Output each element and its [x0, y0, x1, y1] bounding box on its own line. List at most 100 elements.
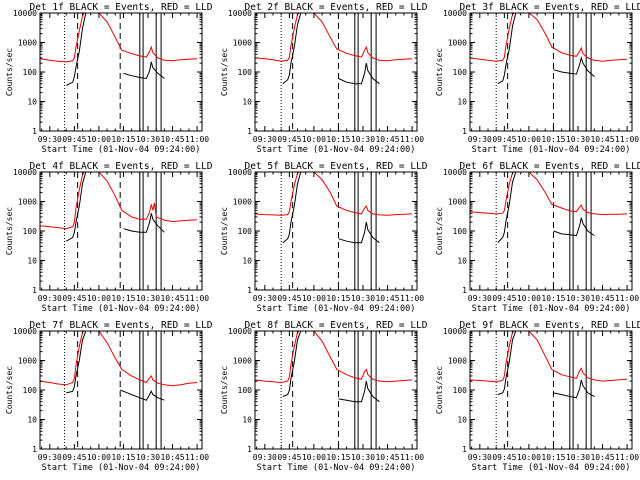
- detector-panel: Det 6f BLACK = Events, RED = LLD 1 10 100 10…: [435, 161, 640, 314]
- y-tick-label: 100: [238, 227, 253, 236]
- events-series-line: [338, 221, 380, 244]
- plot-frame: [469, 330, 633, 450]
- y-tick-label: 10000: [443, 9, 467, 18]
- plot-frame: [469, 171, 633, 291]
- y-tick-label: 1: [32, 127, 37, 136]
- y-axis-label: Counts/sec: [435, 366, 444, 414]
- x-tick-label: 09:30: [38, 135, 62, 144]
- y-tick-label: 1000: [18, 198, 37, 207]
- x-tick-label: 10:30: [136, 135, 160, 144]
- x-tick-label: 10:15: [111, 294, 135, 303]
- y-axis-label: Counts/sec: [435, 48, 444, 96]
- x-tick-label: 10:15: [541, 453, 565, 462]
- detector-panel: Det 7f BLACK = Events, RED = LLD 1 10 100 10…: [5, 320, 213, 473]
- x-tick-label: 10:15: [326, 294, 350, 303]
- panel-title: Det 4f BLACK = Events, RED = LLD: [29, 161, 212, 172]
- y-axis-label: Counts/sec: [220, 48, 229, 96]
- events-series-line: [66, 330, 87, 394]
- lld-series-line: [39, 171, 198, 230]
- y-axis-label: Counts/sec: [220, 366, 229, 414]
- y-tick-label: 1: [462, 127, 467, 136]
- x-tick-label: 09:45: [277, 294, 301, 303]
- y-tick-label: 1: [32, 445, 37, 454]
- y-tick-label: 1: [462, 445, 467, 454]
- plot-frame: [469, 12, 633, 132]
- panel-title: Det 6f BLACK = Events, RED = LLD: [459, 161, 640, 172]
- x-tick-label: 10:30: [566, 294, 590, 303]
- x-axis-label: Start Time (01-Nov-04 09:24:00): [472, 145, 631, 155]
- x-tick-label: 10:45: [160, 294, 184, 303]
- plot-frame: [39, 171, 203, 291]
- x-axis-label: Start Time (01-Nov-04 09:24:00): [472, 304, 631, 314]
- x-tick-label: 10:30: [351, 294, 375, 303]
- lld-series-line: [469, 171, 628, 216]
- events-series-line: [120, 389, 165, 401]
- y-tick-label: 1: [247, 286, 252, 295]
- panel-title: Det 2f BLACK = Events, RED = LLD: [244, 2, 427, 13]
- y-tick-label: 100: [23, 386, 38, 395]
- y-tick-label: 1000: [18, 39, 37, 48]
- x-tick-label: 09:30: [38, 453, 62, 462]
- x-tick-label: 10:15: [541, 294, 565, 303]
- panel-title: Det 7f BLACK = Events, RED = LLD: [29, 320, 212, 331]
- panel-title: Det 8f BLACK = Events, RED = LLD: [244, 320, 427, 331]
- x-tick-label: 10:30: [566, 453, 590, 462]
- x-tick-label: 10:00: [517, 294, 541, 303]
- y-tick-label: 1: [32, 286, 37, 295]
- y-tick-label: 100: [453, 386, 468, 395]
- plot-frame: [39, 12, 203, 132]
- events-series-line: [338, 380, 380, 403]
- x-tick-label: 10:00: [302, 294, 326, 303]
- x-tick-label: 10:30: [136, 453, 160, 462]
- x-tick-label: 09:30: [468, 453, 492, 462]
- x-tick-label: 11:00: [615, 294, 639, 303]
- y-tick-label: 10: [457, 98, 467, 107]
- y-tick-label: 1: [247, 445, 252, 454]
- events-series-line: [497, 330, 517, 396]
- lld-series-line: [469, 12, 628, 62]
- y-tick-label: 100: [23, 227, 38, 236]
- events-series-line: [65, 171, 87, 242]
- detector-panel: Det 4f BLACK = Events, RED = LLD 1 10 100 10…: [5, 161, 213, 314]
- lld-series-line: [469, 330, 628, 383]
- y-tick-label: 100: [238, 386, 253, 395]
- events-series-line: [65, 12, 87, 86]
- x-tick-label: 10:00: [517, 453, 541, 462]
- x-tick-label: 09:45: [492, 294, 516, 303]
- x-tick-label: 09:45: [277, 135, 301, 144]
- x-axis-label: Start Time (01-Nov-04 09:24:00): [257, 463, 416, 473]
- y-tick-label: 1000: [233, 39, 252, 48]
- x-tick-label: 09:45: [62, 453, 86, 462]
- detector-panel: Det 8f BLACK = Events, RED = LLD 1 10 100 10…: [220, 320, 428, 473]
- y-tick-label: 10000: [13, 9, 37, 18]
- x-tick-label: 09:30: [468, 135, 492, 144]
- events-series-line: [123, 61, 165, 80]
- x-tick-label: 10:00: [87, 135, 111, 144]
- y-tick-label: 1000: [233, 357, 252, 366]
- detector-panel: Det 3f BLACK = Events, RED = LLD 1 10 100 10…: [435, 2, 640, 155]
- panel-title: Det 3f BLACK = Events, RED = LLD: [459, 2, 640, 13]
- events-series-line: [497, 171, 517, 244]
- x-tick-label: 11:00: [615, 453, 639, 462]
- detector-panel: Det 9f BLACK = Events, RED = LLD 1 10 100 10…: [435, 320, 640, 473]
- x-tick-label: 11:00: [615, 135, 639, 144]
- events-series-line: [553, 217, 595, 237]
- x-axis-label: Start Time (01-Nov-04 09:24:00): [42, 304, 201, 314]
- y-tick-label: 10: [242, 98, 252, 107]
- y-tick-label: 10: [457, 416, 467, 425]
- x-tick-label: 10:45: [160, 453, 184, 462]
- y-tick-label: 1: [247, 127, 252, 136]
- y-tick-label: 100: [453, 227, 468, 236]
- x-tick-label: 10:00: [302, 135, 326, 144]
- panel-title: Det 1f BLACK = Events, RED = LLD: [29, 2, 212, 13]
- x-axis-label: Start Time (01-Nov-04 09:24:00): [42, 463, 201, 473]
- x-tick-label: 11:00: [400, 453, 424, 462]
- x-tick-label: 10:15: [326, 453, 350, 462]
- y-tick-label: 10000: [13, 168, 37, 177]
- y-tick-label: 10: [457, 257, 467, 266]
- x-tick-label: 11:00: [185, 294, 209, 303]
- x-tick-label: 10:45: [375, 294, 399, 303]
- y-tick-label: 100: [453, 68, 468, 77]
- x-tick-label: 09:45: [492, 453, 516, 462]
- detector-panel: Det 5f BLACK = Events, RED = LLD 1 10 100 10…: [220, 161, 428, 314]
